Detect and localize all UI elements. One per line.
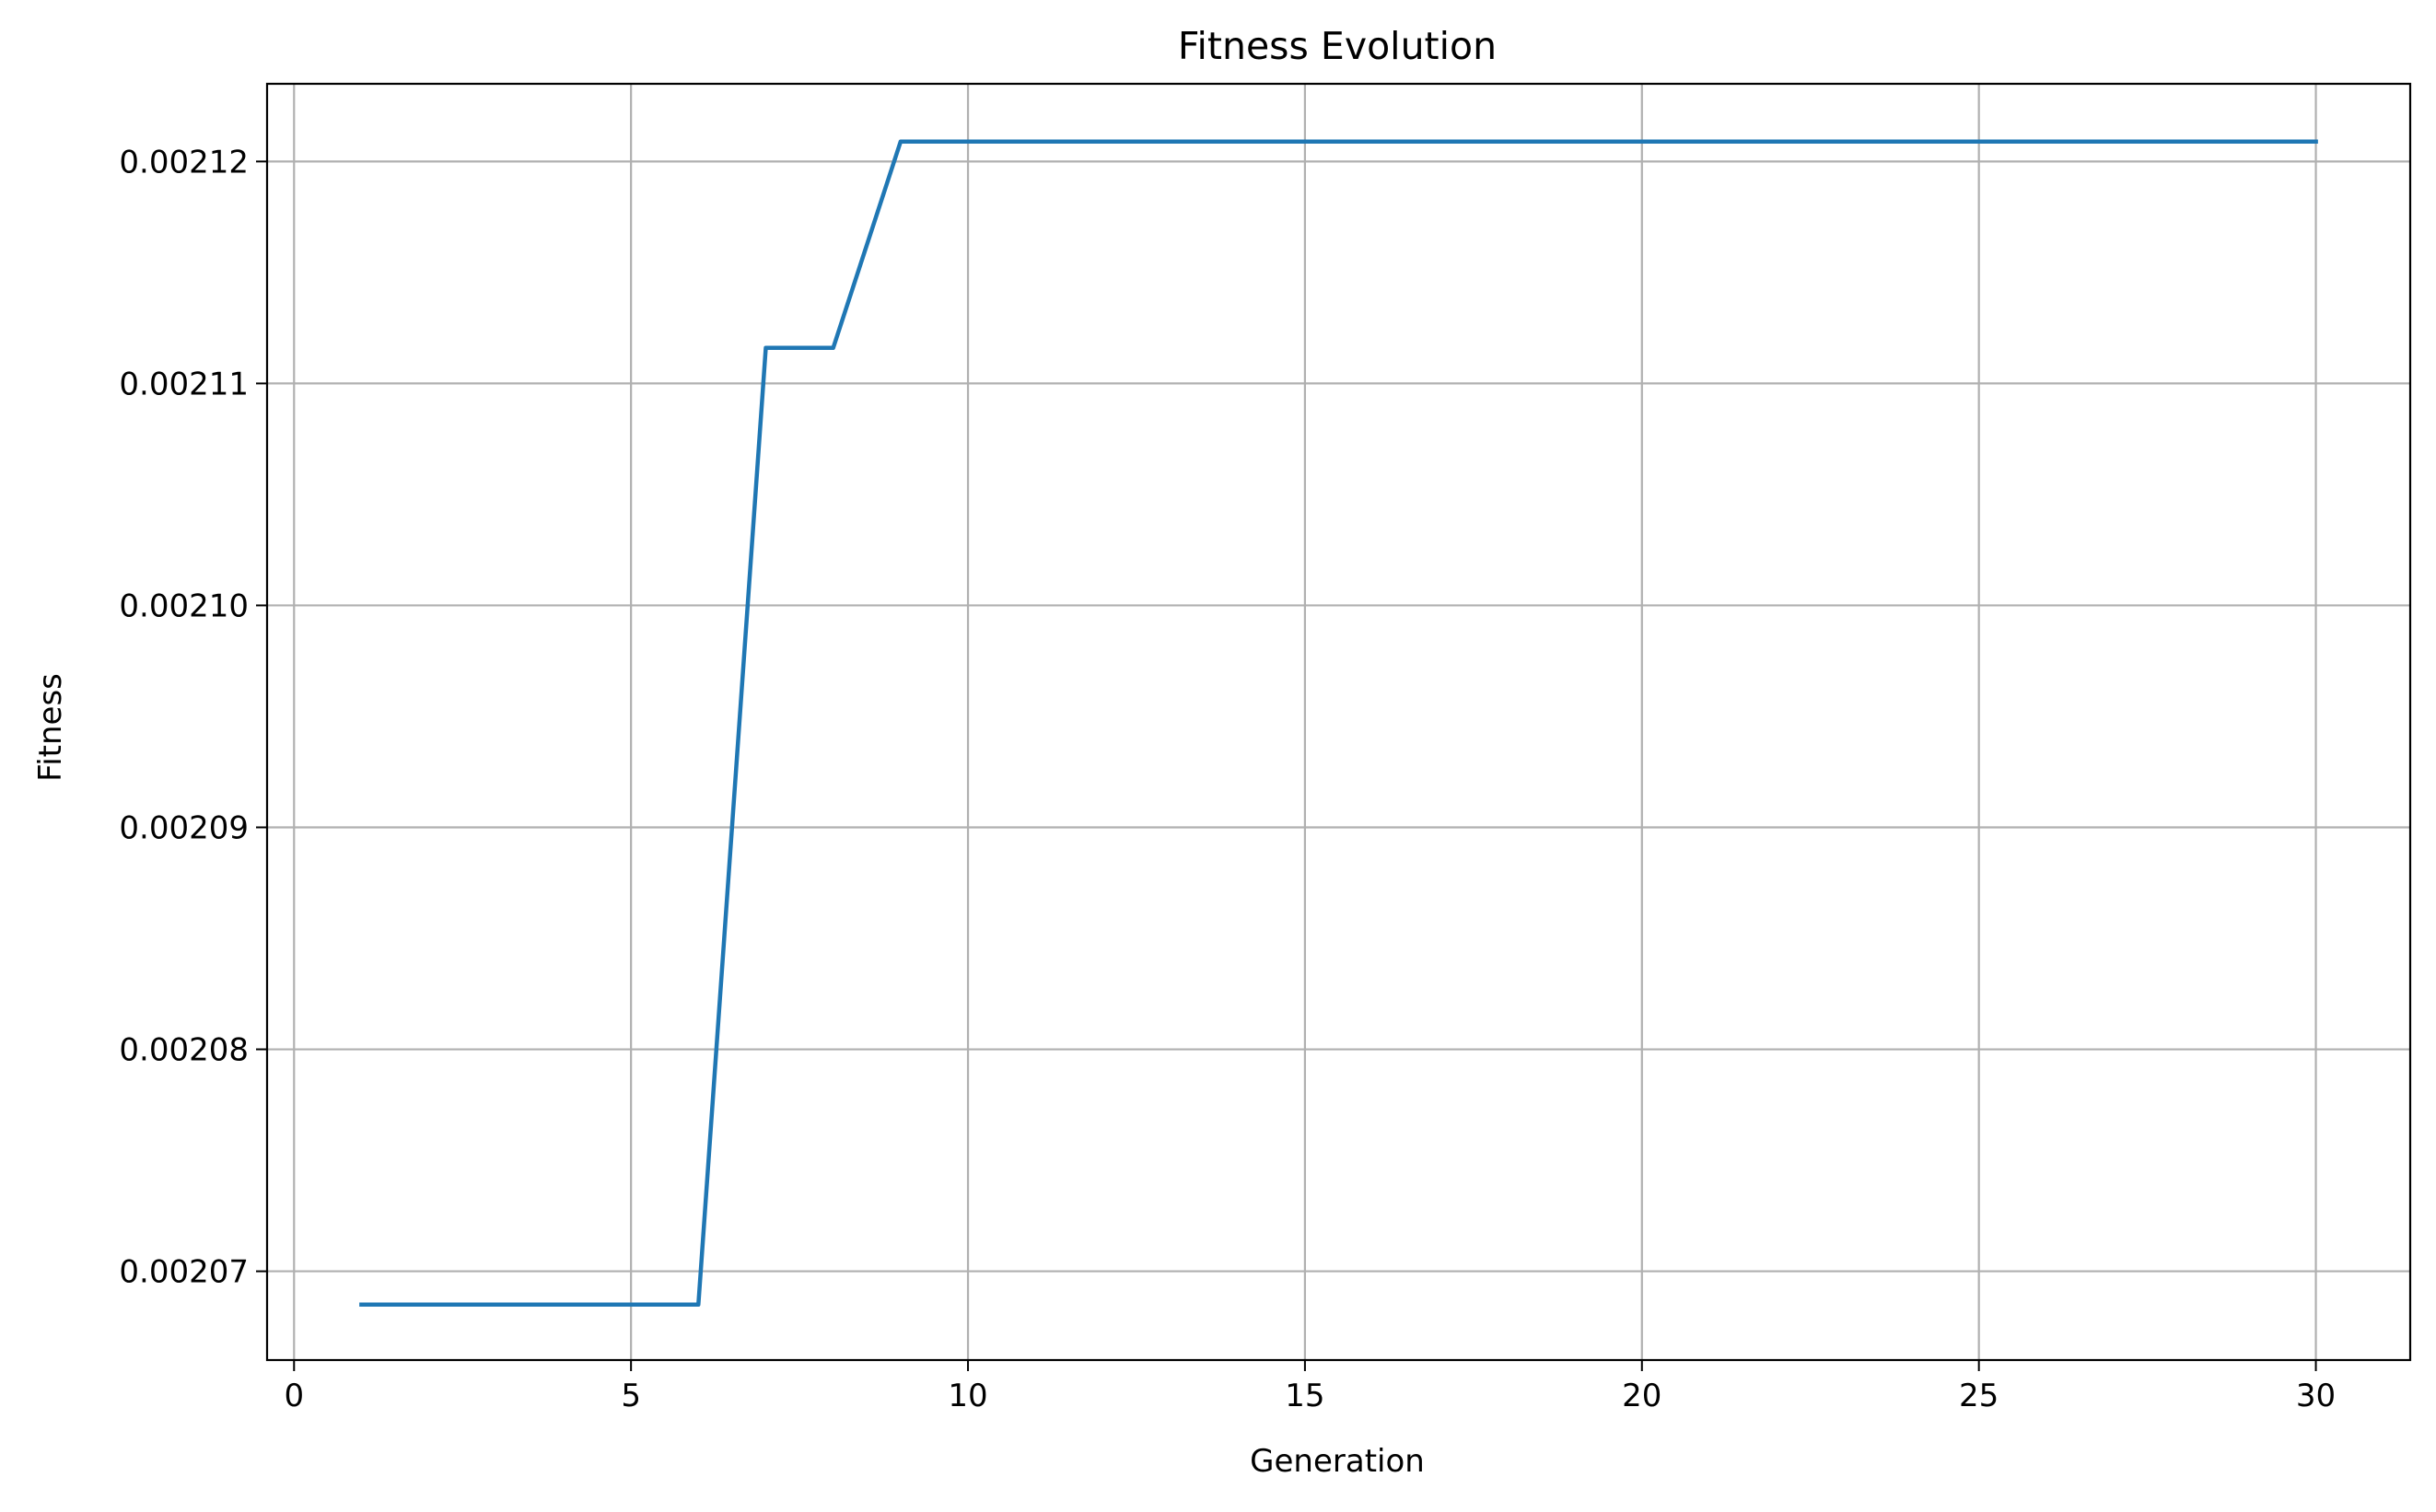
- y-tick-label: 0.00208: [119, 1032, 249, 1069]
- plot-frame: [265, 82, 2412, 1362]
- y-tick-label: 0.00211: [119, 366, 249, 402]
- x-tick-label: 5: [621, 1378, 641, 1414]
- y-axis-label: Fitness: [32, 673, 69, 782]
- ticks: 0 5 10 15 20 25 30 0.00207 0.00208 0.00209 0.00210…: [119, 144, 2336, 1414]
- x-tick-label: 10: [948, 1378, 987, 1414]
- fitness-series-line: [359, 139, 2318, 1307]
- x-tick-label: 25: [1959, 1378, 1999, 1414]
- x-tick-label: 0: [284, 1378, 304, 1414]
- grid: [267, 84, 2410, 1360]
- x-tick-label: 20: [1622, 1378, 1661, 1414]
- series-layer: [359, 139, 2318, 1307]
- y-tick-label: 0.00207: [119, 1254, 249, 1291]
- x-axis-label: Generation: [1250, 1443, 1425, 1480]
- y-tick-label: 0.00210: [119, 587, 249, 624]
- x-tick-label: 30: [2296, 1378, 2336, 1414]
- x-tick-label: 15: [1285, 1378, 1324, 1414]
- y-tick-label: 0.00209: [119, 809, 249, 846]
- chart-title: Fitness Evolution: [1178, 24, 1497, 68]
- y-tick-label: 0.00212: [119, 144, 249, 180]
